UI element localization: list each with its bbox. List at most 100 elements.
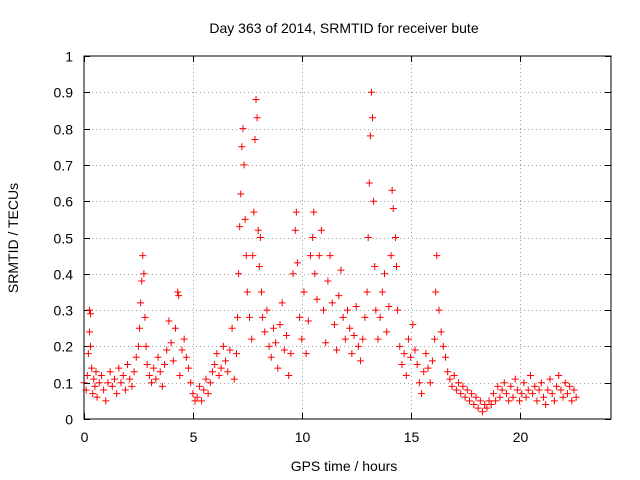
- data-point: [507, 382, 515, 390]
- data-point: [302, 350, 310, 358]
- data-point: [156, 368, 164, 376]
- data-point: [176, 371, 184, 379]
- grid-lines: [84, 56, 611, 419]
- data-point: [415, 379, 423, 387]
- data-point: [354, 342, 362, 350]
- data-point: [361, 313, 369, 321]
- data-point: [150, 364, 158, 372]
- data-point: [496, 393, 504, 401]
- data-point: [492, 397, 500, 405]
- data-point: [317, 226, 325, 234]
- y-tick-label: 0.5: [54, 231, 74, 247]
- data-point: [228, 324, 236, 332]
- data-point: [404, 335, 412, 343]
- data-point: [152, 375, 160, 383]
- data-point: [378, 288, 386, 296]
- data-point: [100, 386, 108, 394]
- data-point: [370, 197, 378, 205]
- data-point: [169, 357, 177, 365]
- data-point: [102, 397, 110, 405]
- data-point: [158, 382, 166, 390]
- data-point: [350, 332, 358, 340]
- data-point: [291, 226, 299, 234]
- data-point: [526, 371, 534, 379]
- data-point: [383, 328, 391, 336]
- data-point: [313, 295, 321, 303]
- data-point: [296, 313, 304, 321]
- data-point: [113, 390, 121, 398]
- data-point: [263, 306, 271, 314]
- data-point: [346, 324, 354, 332]
- data-point: [104, 379, 112, 387]
- data-point: [95, 379, 103, 387]
- data-point: [261, 328, 269, 336]
- data-point: [254, 226, 262, 234]
- data-point: [87, 310, 95, 318]
- data-point: [550, 397, 558, 405]
- data-point: [265, 342, 273, 350]
- data-point: [232, 350, 240, 358]
- data-point: [92, 368, 100, 376]
- data-point: [444, 368, 452, 376]
- data-point: [411, 346, 419, 354]
- data-point: [215, 371, 223, 379]
- data-point: [198, 397, 206, 405]
- data-point: [392, 263, 400, 271]
- data-point: [246, 313, 254, 321]
- data-point: [555, 371, 563, 379]
- data-point: [459, 382, 467, 390]
- data-point: [537, 379, 545, 387]
- data-point: [163, 346, 171, 354]
- data-point: [422, 350, 430, 358]
- y-tick-label: 1: [65, 49, 73, 65]
- data-point: [165, 317, 173, 325]
- data-point: [304, 317, 312, 325]
- data-point: [542, 400, 550, 408]
- data-point: [487, 400, 495, 408]
- data-point: [88, 364, 96, 372]
- data-point: [287, 350, 295, 358]
- data-point: [137, 299, 145, 307]
- data-point: [524, 386, 532, 394]
- data-point: [251, 135, 259, 143]
- data-point: [185, 364, 193, 372]
- data-point: [570, 386, 578, 394]
- data-point: [328, 299, 336, 307]
- data-point: [285, 371, 293, 379]
- data-point: [474, 404, 482, 412]
- data-points: [80, 88, 580, 416]
- y-axis-label: SRMTID / TECUs: [5, 183, 21, 293]
- data-point: [548, 390, 556, 398]
- data-point: [385, 302, 393, 310]
- data-point: [175, 292, 183, 300]
- data-point: [529, 390, 537, 398]
- data-point: [544, 386, 552, 394]
- data-point: [468, 390, 476, 398]
- data-point: [426, 379, 434, 387]
- data-point: [134, 342, 142, 350]
- data-point: [388, 186, 396, 194]
- data-point: [500, 379, 508, 387]
- data-point: [376, 313, 384, 321]
- data-point: [457, 390, 465, 398]
- data-point: [418, 390, 426, 398]
- data-point: [389, 204, 397, 212]
- data-point: [309, 234, 317, 241]
- data-point: [485, 397, 493, 405]
- data-point: [226, 346, 234, 354]
- data-point: [339, 313, 347, 321]
- data-point: [93, 393, 101, 401]
- data-point: [341, 335, 349, 343]
- data-point: [300, 288, 308, 296]
- data-point: [398, 361, 406, 369]
- data-point: [259, 313, 267, 321]
- data-point: [204, 390, 212, 398]
- data-point: [132, 353, 140, 361]
- data-point: [85, 306, 93, 314]
- data-point: [476, 397, 484, 405]
- data-point: [428, 357, 436, 365]
- data-point: [498, 386, 506, 394]
- data-point: [520, 379, 528, 387]
- data-point: [505, 397, 513, 405]
- data-point: [289, 270, 297, 278]
